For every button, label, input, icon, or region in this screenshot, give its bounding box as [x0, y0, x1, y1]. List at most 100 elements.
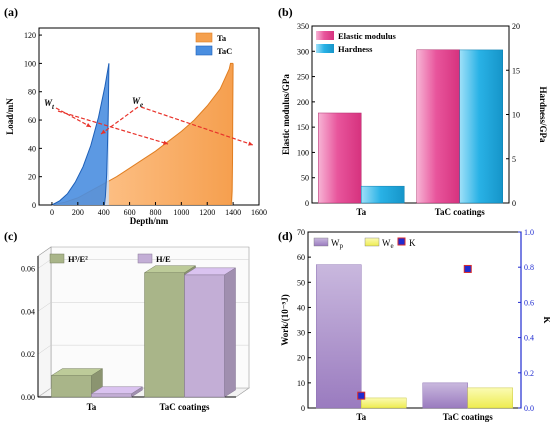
x-tick-label: Ta — [356, 207, 366, 217]
y-tick-label-right: 5 — [512, 155, 516, 164]
arrow-we-tac — [100, 106, 139, 135]
y-tick-label-right: 0.0 — [524, 404, 534, 413]
bar3d-front — [51, 375, 92, 398]
legend-label-sub: p — [340, 242, 344, 250]
grid-line — [37, 344, 52, 355]
area-tac — [51, 63, 109, 206]
curve-loading-tac — [51, 63, 110, 206]
legend-swatch-hardness — [316, 44, 334, 53]
legend-swatch — [49, 253, 65, 264]
x-tick-label: 600 — [124, 208, 136, 217]
legend-swatch-k — [397, 237, 406, 246]
panel-c-label: (c) — [4, 229, 17, 243]
y-tick-label-left: 60 — [297, 253, 305, 262]
legend-swatch-ta — [195, 32, 213, 43]
legend-swatch-wp — [313, 237, 329, 247]
x-tick-label: TaC coatings — [443, 412, 493, 422]
annotation-wt: Wt — [44, 98, 55, 111]
y-tick-label-left: 100 — [297, 148, 309, 157]
bar-wp — [316, 264, 362, 409]
y-tick-label-left: 10 — [297, 379, 305, 388]
x-tick-label: Ta — [87, 402, 97, 412]
bar-elastic-modulus — [416, 49, 460, 204]
y-tick-label-left: 200 — [297, 98, 309, 107]
bar3d-front — [144, 272, 185, 398]
panel-a-label: (a) — [4, 5, 18, 19]
y-tick-label-right: 1.0 — [524, 228, 534, 237]
arrow-wt-ta-head — [163, 140, 168, 145]
y-tick-label-right: 0.2 — [524, 369, 534, 378]
legend-label-tac: TaC — [217, 46, 232, 56]
y-tick-label-right: 0.4 — [524, 334, 534, 343]
grid-line — [37, 302, 52, 312]
x-tick-label: Ta — [356, 412, 366, 422]
curve-unloading-tac — [103, 63, 110, 206]
bar-wp — [422, 382, 468, 409]
y-tick-label-right: 0.6 — [524, 298, 534, 307]
legend-swatch-tac — [195, 45, 213, 56]
y-tick-label: 40 — [28, 144, 36, 153]
y-tick-label-left: 20 — [297, 354, 305, 363]
annotation-arrows — [55, 106, 254, 146]
arrow-we-tac-head — [101, 129, 106, 134]
legend-swatch — [137, 253, 153, 264]
annotation-we-sub: e — [140, 101, 143, 109]
y-tick-label-left: 0 — [305, 199, 309, 208]
y-tick-label: 100 — [24, 59, 36, 68]
x-axis-title: Depth/nm — [130, 216, 169, 226]
y-axis-title-left: Work/(10⁻⁹J) — [280, 294, 290, 345]
y-tick-label-left: 30 — [297, 329, 305, 338]
y-tick-label-left: 40 — [297, 303, 305, 312]
legend-label-sub: e — [391, 242, 394, 250]
legend-label-we: We — [382, 238, 394, 250]
bar3d-front — [91, 393, 132, 398]
x-tick-label: 400 — [98, 208, 110, 217]
y-axis-title: Load/mN — [5, 98, 15, 135]
y-tick-label-left: 300 — [297, 47, 309, 56]
arrow-wt-tac — [55, 107, 92, 128]
bar-hardness — [459, 49, 503, 204]
side-wall — [37, 246, 52, 398]
bar3d-front — [184, 274, 225, 398]
x-tick-label: TaC coatings — [435, 207, 485, 217]
y-tick-label: 0.02 — [21, 350, 35, 359]
y-tick-label: 0 — [32, 201, 36, 210]
marker-k — [463, 264, 472, 273]
panel-d-label: (d) — [278, 229, 293, 243]
grid-line — [37, 387, 52, 398]
y-tick-label: 0.00 — [21, 393, 35, 402]
y-tick-label: 60 — [28, 116, 36, 125]
chart-a-load-depth: 0 200 400 600 800 1000 1200 1400 1600 0 20 40 60 80 10… — [5, 27, 267, 226]
arrow-we-ta — [140, 106, 254, 146]
y-axis-title-right: Hardness/GPa — [538, 86, 548, 143]
x-tick-label: 1000 — [173, 208, 189, 217]
y-tick-label-right: 0 — [512, 199, 516, 208]
y-axis-title-right: K — [542, 316, 550, 323]
x-tick-label: 1400 — [225, 208, 241, 217]
y-tick-label-left: 0 — [301, 404, 305, 413]
y-tick-label: 120 — [24, 31, 36, 40]
annotation-wt-sub: t — [52, 103, 55, 111]
arrow-wt-ta — [57, 110, 169, 145]
chart-d-work: Ta TaC coatings 0 10 20 30 40 50 60 70 0.0 0.2 0.4 0.… — [280, 228, 550, 422]
bar3d-side — [224, 267, 236, 398]
legend-label: Elastic modulus — [338, 31, 397, 41]
y-tick-label-left: 70 — [297, 228, 305, 237]
grid-line — [37, 259, 52, 269]
y-axis-title-left: Elastic modulus/GPa — [281, 74, 291, 155]
y-tick-label: 0.04 — [21, 307, 35, 316]
legend-label-ta: Ta — [217, 33, 227, 43]
x-tick-label: 200 — [72, 208, 84, 217]
y-tick-label-right: 20 — [512, 22, 520, 31]
legend-label: H/E — [156, 254, 171, 264]
area-ta — [51, 63, 234, 206]
bar3d-side — [131, 386, 143, 398]
chart-c-ratios-3d: 0.00 0.02 0.04 0.06 Ta TaC coatings H³/E² H/E — [21, 246, 250, 412]
annotation-we: We — [132, 96, 143, 109]
x-tick-label: 1200 — [199, 208, 215, 217]
legend-label: H³/E² — [68, 254, 88, 264]
y-tick-label-left: 350 — [297, 22, 309, 31]
x-tick-label: 800 — [149, 208, 161, 217]
y-tick-label-left: 150 — [297, 123, 309, 132]
